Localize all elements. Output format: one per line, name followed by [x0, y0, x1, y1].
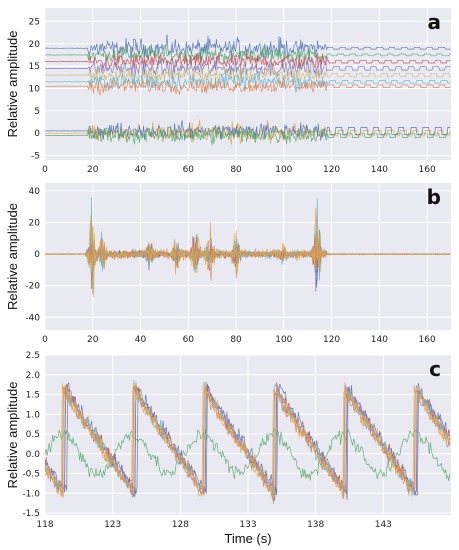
y-tick-label: 1.0 [26, 410, 41, 420]
x-tick-label: 140 [371, 335, 388, 345]
y-tick-label: 25 [29, 17, 40, 27]
panel-c: 118 123 128 133 138 143 -1.5 -1.0 -0.5 0.0 0.5 1.0 1… [5, 351, 451, 546]
panel-label: b [427, 185, 441, 209]
y-tick-label: -1.5 [22, 509, 40, 519]
x-tick-label: 100 [275, 335, 292, 345]
series-line [45, 44, 451, 66]
y-tick-label: 10 [29, 84, 41, 94]
y-tick-label: 40 [29, 187, 41, 197]
series-line [45, 34, 451, 60]
x-tick-label: 20 [87, 165, 99, 175]
series-line [45, 208, 451, 298]
series-group [45, 379, 451, 504]
x-tick-label: 20 [87, 335, 99, 345]
x-tick-label: 133 [239, 520, 256, 530]
panel-b: 0 20 40 60 80 100 120 140 160 -40 -20 0 20 40 b Relativ… [5, 183, 451, 345]
y-tick-label: 2.5 [26, 351, 40, 361]
series-line [45, 76, 451, 96]
y-tick-label: 20 [29, 219, 41, 229]
x-tick-label: 160 [419, 335, 436, 345]
x-tick-label: 118 [36, 520, 53, 530]
x-tick-label: 143 [375, 520, 392, 530]
y-tick-label: -5 [31, 152, 40, 162]
x-axis-label: Time (s) [224, 531, 271, 546]
y-tick-label: -20 [25, 282, 40, 292]
series-line [45, 71, 451, 93]
y-tick-label: 1.5 [26, 391, 40, 401]
x-tick-label: 128 [172, 520, 189, 530]
x-tick-label: 0 [42, 165, 48, 175]
y-tick-label: 0.5 [26, 430, 40, 440]
series-group [45, 34, 451, 146]
series-line [45, 120, 451, 141]
series-line [45, 126, 451, 146]
y-axis-label: Relative amplitude [5, 203, 20, 310]
y-tick-label: -1.0 [22, 489, 40, 499]
x-tick-label: 160 [419, 165, 436, 175]
y-tick-label: -0.5 [22, 470, 40, 480]
x-tick-label: 120 [323, 165, 340, 175]
y-tick-label: 2.0 [26, 371, 41, 381]
x-tick-label: 138 [307, 520, 324, 530]
y-tick-label: 15 [29, 62, 40, 72]
y-tick-label: -40 [25, 313, 40, 323]
x-tick-label: 123 [104, 520, 121, 530]
x-tick-label: 60 [183, 165, 195, 175]
x-tick-label: 80 [230, 165, 242, 175]
y-tick-label: 0 [34, 129, 40, 139]
y-tick-label: 5 [34, 107, 40, 117]
y-axis-label: Relative amplitude [5, 382, 20, 489]
y-tick-label: 0.0 [26, 450, 41, 460]
x-tick-label: 120 [323, 335, 340, 345]
x-tick-label: 80 [230, 335, 242, 345]
x-tick-label: 40 [135, 165, 147, 175]
x-tick-label: 60 [183, 335, 195, 345]
series-line [45, 58, 451, 80]
x-tick-label: 100 [275, 165, 292, 175]
y-axis-label: Relative amplitude [5, 31, 20, 138]
x-tick-label: 40 [135, 335, 147, 345]
panel-label: c [429, 357, 441, 381]
series-line [45, 52, 451, 69]
y-tick-label: 0 [34, 250, 40, 260]
series-line [45, 381, 451, 501]
panel-label: a [428, 10, 442, 34]
series-group [45, 196, 451, 298]
x-tick-label: 140 [371, 165, 388, 175]
x-tick-label: 0 [42, 335, 48, 345]
y-tick-label: 20 [29, 40, 41, 50]
